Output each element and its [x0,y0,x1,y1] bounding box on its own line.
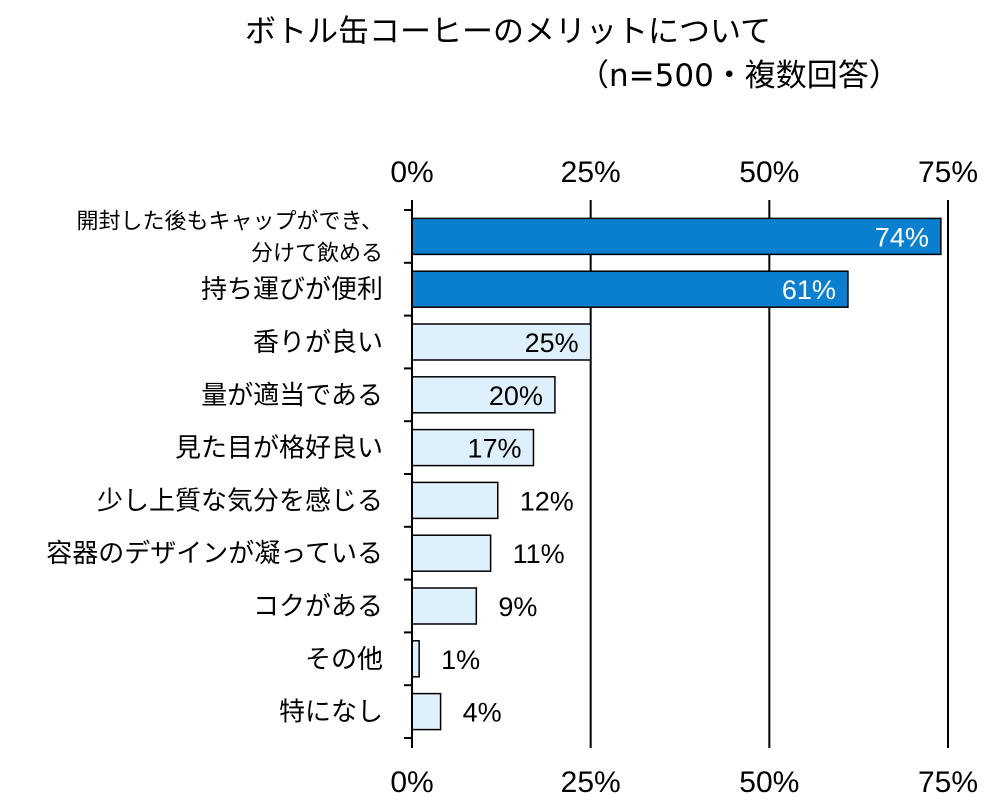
bar [411,376,556,414]
x-tick-label-top: 50% [739,156,799,189]
bar [411,640,420,678]
value-label: 12% [520,486,574,516]
value-label: 1% [441,645,480,675]
bar [411,481,499,520]
x-tick-label-bottom: 75% [918,766,978,799]
bar [411,217,942,256]
axes [404,200,949,748]
bar [411,428,535,467]
x-tick-label-top: 25% [561,156,621,189]
category-label: 少し上質な気分を感じる [97,486,383,516]
category-label: 開封した後もキャップができ、分けて飲める [77,209,383,266]
category-label: 容器のデザインが凝っている [46,539,383,569]
category-label: その他 [305,645,383,675]
x-tick-label-bottom: 50% [739,766,799,799]
chart-subtitle: （n=500・複数回答） [578,58,900,94]
category-label: コクがある [253,592,383,622]
x-tick-label-top: 75% [918,156,978,189]
value-label: 25% [525,328,579,358]
category-label: 量が適当である [201,381,383,411]
chart-title: ボトル缶コーヒーのメリットについて [245,14,772,50]
bar [411,587,478,625]
value-label: 61% [782,275,836,305]
value-label: 17% [467,434,521,464]
bar [411,692,442,731]
bars [411,217,942,731]
x-tick-label-top: 0% [390,156,433,189]
bar [411,270,849,308]
value-labels: 74% 61% 25% 20% 17% 12% 11% 9% 1% 4% [441,222,929,727]
value-label: 20% [489,381,543,411]
category-label: 香りが良い [253,328,383,358]
category-label: 見た目が格好良い [175,434,383,464]
category-label: 持ち運びが便利 [201,275,383,305]
category-label: 特になし [279,698,383,728]
value-label: 9% [498,592,537,622]
value-label: 74% [875,222,929,252]
tick-labels: 0% 0% 25% 25% 50% 50% 75% 75% [390,156,978,799]
bar [411,534,492,572]
x-tick-label-bottom: 25% [561,766,621,799]
x-tick-label-bottom: 0% [390,766,433,799]
value-label: 11% [513,539,565,569]
category-labels: 開封した後もキャップができ、分けて飲める持ち運びが便利香りが良い量が適当である見… [46,209,383,727]
value-label: 4% [463,698,502,728]
